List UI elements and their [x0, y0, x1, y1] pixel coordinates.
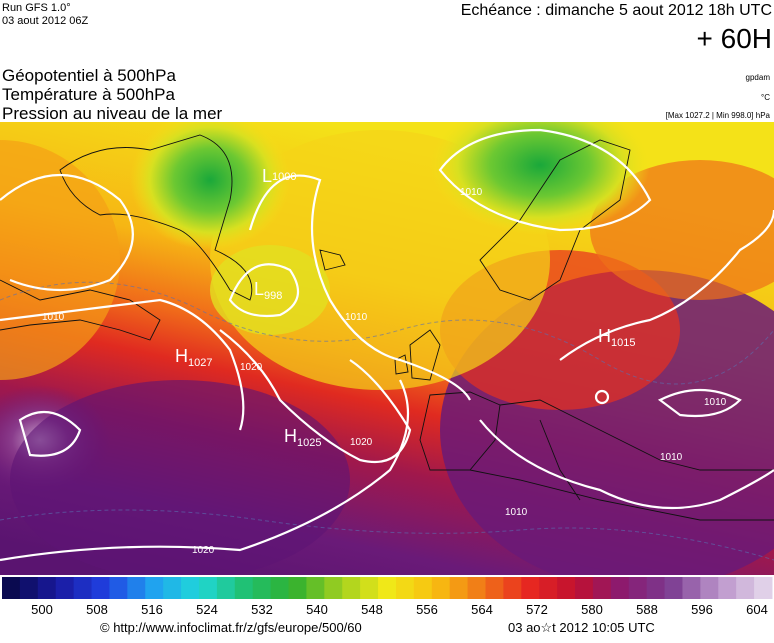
colorbar-swatch: [145, 577, 164, 599]
center-symbol: L: [254, 279, 264, 299]
center-symbol: L: [262, 166, 272, 186]
colorbar-label: 588: [636, 602, 658, 617]
center-symbol: H: [175, 346, 188, 366]
colorbar-swatch: [216, 577, 236, 599]
colorbar-label: 564: [471, 602, 493, 617]
generated-time: 03 ao☆t 2012 10:05 UTC: [508, 620, 655, 635]
center-value: 1015: [611, 337, 635, 349]
unit-label: °C: [761, 93, 770, 102]
colorbar-label: 580: [581, 602, 603, 617]
isobar-label: 1010: [42, 312, 65, 323]
colorbar-swatch: [592, 577, 612, 599]
isobar-label: 1010: [704, 397, 727, 408]
colorbar-label: 532: [251, 602, 273, 617]
colorbar-swatch: [55, 577, 75, 599]
colorbar-swatch: [252, 577, 272, 599]
pressure-center: H1027: [175, 346, 212, 369]
colorbar-swatch: [682, 577, 701, 599]
colorbar-swatch: [288, 577, 307, 599]
valid-time: Echéance : dimanche 5 aout 2012 18h UTC: [461, 2, 772, 19]
colorbar-swatch: [395, 577, 415, 599]
colorbar-swatch: [646, 577, 666, 599]
colorbar-swatch: [575, 577, 594, 599]
field-name: Pression au niveau de la mer: [2, 104, 223, 123]
colorbar-swatch: [306, 577, 325, 599]
center-value: 998: [264, 290, 282, 302]
colorbar-swatch: [198, 577, 218, 599]
center-symbol: H: [598, 326, 611, 346]
colorbar-swatch: [467, 577, 486, 599]
colorbar-swatch: [270, 577, 290, 599]
colorbar-swatch: [360, 577, 379, 599]
colorbar-swatch: [73, 577, 93, 599]
colorbar-swatch: [539, 577, 558, 599]
colorbar-swatch: [91, 577, 110, 599]
colorbar-swatch: [754, 577, 773, 599]
source-url: © http://www.infoclimat.fr/z/gfs/europe/…: [100, 620, 362, 635]
colorbar-swatch: [485, 577, 504, 599]
colorbar-swatch: [431, 577, 451, 599]
colorbar-label: 516: [141, 602, 163, 617]
isobar-label: 1020: [350, 437, 373, 448]
isobar-label: 1020: [240, 362, 263, 373]
colorbar-swatch: [342, 577, 361, 599]
colorbar-swatch: [628, 577, 648, 599]
isobar-label: 1010: [660, 452, 683, 463]
isobar-label: 1010: [345, 312, 368, 323]
colorbar-label: 508: [86, 602, 108, 617]
isobar-label: 1020: [192, 545, 215, 556]
unit-label: gpdam: [746, 73, 771, 82]
colorbar-label: 540: [306, 602, 328, 617]
run-label: Run GFS 1.0°: [2, 2, 71, 14]
isobar-label: 1010: [460, 187, 483, 198]
colorbar-label: 572: [526, 602, 548, 617]
pressure-center: L1000: [262, 166, 297, 186]
colorbar-swatch: [181, 577, 200, 599]
pressure-center: H1015: [598, 326, 635, 349]
colorbar-swatch: [557, 577, 576, 599]
center-value: 1000: [272, 171, 296, 183]
colorbar-label: 556: [416, 602, 438, 617]
colorbar-swatch: [163, 577, 182, 599]
colorbar-swatch: [413, 577, 433, 599]
colorbar: 500 508 516 524 532 540 548 556 564 572 580 588 596 6…: [2, 577, 773, 617]
colorbar-swatch: [718, 577, 737, 599]
colorbar-swatch: [127, 577, 146, 599]
colorbar-swatch: [503, 577, 522, 599]
run-date: 03 aout 2012 06Z: [2, 15, 89, 27]
field-name: Géopotentiel à 500hPa: [2, 66, 176, 85]
colorbar-label: 500: [31, 602, 53, 617]
colorbar-swatch: [700, 577, 719, 599]
colorbar-label: 524: [196, 602, 218, 617]
pressure-center: H1025: [284, 426, 321, 449]
colorbar-label: 596: [691, 602, 713, 617]
colorbar-swatch: [37, 577, 57, 599]
center-symbol: H: [284, 426, 297, 446]
colorbar-swatch: [2, 577, 21, 599]
isobar-label: 1010: [505, 507, 528, 518]
colorbar-swatch: [736, 577, 755, 599]
colorbar-swatch: [378, 577, 397, 599]
colorbar-swatch: [234, 577, 254, 599]
colorbar-label: 548: [361, 602, 383, 617]
colorbar-label: 604: [746, 602, 768, 617]
colorbar-swatch: [324, 577, 343, 599]
colorbar-swatch: [19, 577, 39, 599]
pressure-center: L998: [254, 279, 282, 302]
colorbar-swatch: [610, 577, 630, 599]
map: 1010 1010 1010 1020 1020 1010 1010 1010 …: [0, 122, 774, 575]
center-value: 1025: [297, 437, 321, 449]
center-value: 1027: [188, 357, 212, 369]
unit-label: [Max 1027.2 | Min 998.0] hPa: [666, 111, 771, 120]
lead-time: + 60H: [697, 23, 773, 54]
colorbar-swatch: [449, 577, 469, 599]
field-name: Température à 500hPa: [2, 85, 175, 104]
colorbar-swatch: [521, 577, 540, 599]
colorbar-swatch: [664, 577, 683, 599]
colorbar-swatch: [109, 577, 128, 599]
